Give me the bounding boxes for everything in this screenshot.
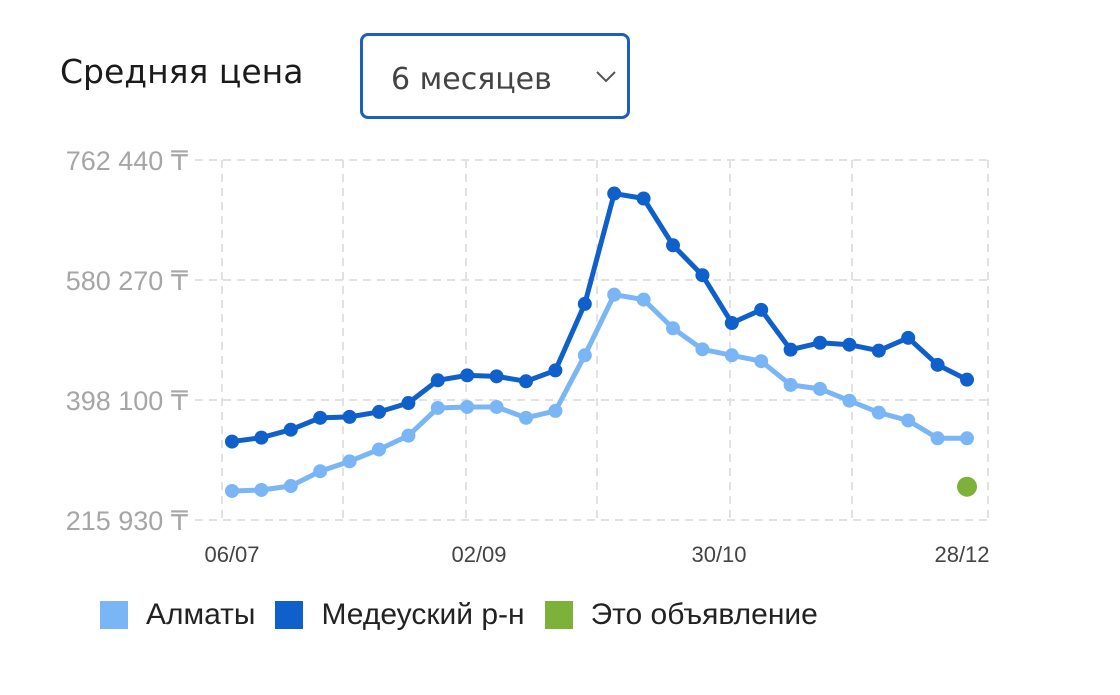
data-point[interactable] bbox=[957, 476, 977, 497]
data-point[interactable] bbox=[401, 396, 416, 411]
legend-label: Это объявление bbox=[590, 598, 818, 631]
legend-label: Медеуский р-н bbox=[321, 598, 525, 631]
data-point[interactable] bbox=[519, 374, 533, 389]
data-point[interactable] bbox=[519, 410, 533, 425]
data-point[interactable] bbox=[577, 348, 592, 363]
x-tick-label: 28/12 bbox=[934, 542, 989, 567]
data-point[interactable] bbox=[666, 321, 680, 336]
data-point[interactable] bbox=[607, 287, 622, 302]
legend-item-medeu[interactable]: Медеуский р-н bbox=[275, 598, 525, 632]
data-point[interactable] bbox=[401, 428, 416, 443]
chevron-down-icon bbox=[596, 71, 616, 83]
data-point[interactable] bbox=[607, 186, 622, 201]
data-point[interactable] bbox=[225, 434, 239, 449]
data-point[interactable] bbox=[813, 335, 827, 350]
legend-swatch bbox=[275, 601, 304, 629]
period-select-value: 6 месяцев bbox=[391, 62, 552, 97]
data-point[interactable] bbox=[372, 442, 386, 457]
data-point[interactable] bbox=[754, 354, 769, 369]
chart-title: Средняя цена bbox=[60, 52, 304, 91]
legend-label: Алматы bbox=[146, 598, 256, 631]
data-point[interactable] bbox=[813, 381, 827, 396]
data-point[interactable] bbox=[225, 483, 239, 498]
data-point[interactable] bbox=[548, 363, 563, 378]
data-point[interactable] bbox=[313, 464, 328, 479]
data-point[interactable] bbox=[901, 330, 916, 345]
data-point[interactable] bbox=[842, 393, 857, 408]
data-point[interactable] bbox=[430, 373, 445, 388]
x-tick-label: 30/10 bbox=[691, 542, 746, 567]
chart-legend: Алматы Медеуский р-н Это объявление bbox=[100, 598, 838, 632]
legend-swatch bbox=[544, 601, 573, 629]
data-point[interactable] bbox=[254, 482, 269, 497]
legend-swatch bbox=[100, 601, 128, 629]
data-point[interactable] bbox=[901, 413, 916, 428]
data-point[interactable] bbox=[283, 422, 298, 437]
data-point[interactable] bbox=[930, 357, 945, 372]
data-point[interactable] bbox=[871, 343, 886, 358]
x-tick-label: 02/09 bbox=[451, 542, 506, 567]
data-point[interactable] bbox=[283, 479, 298, 494]
series-line bbox=[231, 292, 967, 494]
data-point[interactable] bbox=[666, 238, 680, 253]
data-point[interactable] bbox=[783, 377, 798, 392]
y-tick-label: 762 440 ₸ bbox=[66, 146, 188, 176]
data-point[interactable] bbox=[754, 302, 769, 317]
price-line-chart: 762 440 ₸ 580 270 ₸ 398 100 ₸ 215 930 ₸ 06/0… bbox=[66, 146, 990, 567]
data-point[interactable] bbox=[460, 399, 475, 414]
data-point[interactable] bbox=[871, 405, 886, 420]
data-point[interactable] bbox=[724, 348, 739, 363]
legend-item-almaty[interactable]: Алматы bbox=[100, 598, 255, 632]
data-point[interactable] bbox=[842, 337, 857, 352]
data-point[interactable] bbox=[636, 292, 651, 307]
legend-item-listing[interactable]: Это объявление bbox=[544, 598, 818, 632]
y-tick-label: 398 100 ₸ bbox=[66, 386, 188, 416]
data-point[interactable] bbox=[254, 430, 269, 445]
data-point[interactable] bbox=[342, 454, 357, 469]
data-point[interactable] bbox=[930, 431, 945, 446]
data-point[interactable] bbox=[548, 403, 563, 418]
data-point[interactable] bbox=[430, 400, 445, 415]
data-point[interactable] bbox=[577, 296, 592, 311]
data-point[interactable] bbox=[489, 399, 504, 414]
x-tick-label: 06/07 bbox=[204, 542, 259, 567]
data-point[interactable] bbox=[724, 315, 739, 330]
data-point[interactable] bbox=[695, 342, 710, 357]
data-point[interactable] bbox=[342, 409, 357, 424]
data-point[interactable] bbox=[372, 404, 386, 419]
y-tick-label: 580 270 ₸ bbox=[66, 266, 188, 296]
data-point[interactable] bbox=[489, 369, 504, 384]
data-point[interactable] bbox=[636, 191, 651, 206]
data-point[interactable] bbox=[783, 342, 798, 357]
data-point[interactable] bbox=[313, 410, 328, 425]
data-point[interactable] bbox=[695, 268, 710, 283]
data-point[interactable] bbox=[960, 372, 974, 387]
period-select[interactable]: 6 месяцев bbox=[360, 33, 630, 119]
y-tick-label: 215 930 ₸ bbox=[66, 506, 188, 536]
data-point[interactable] bbox=[460, 368, 475, 383]
data-point[interactable] bbox=[960, 431, 974, 446]
